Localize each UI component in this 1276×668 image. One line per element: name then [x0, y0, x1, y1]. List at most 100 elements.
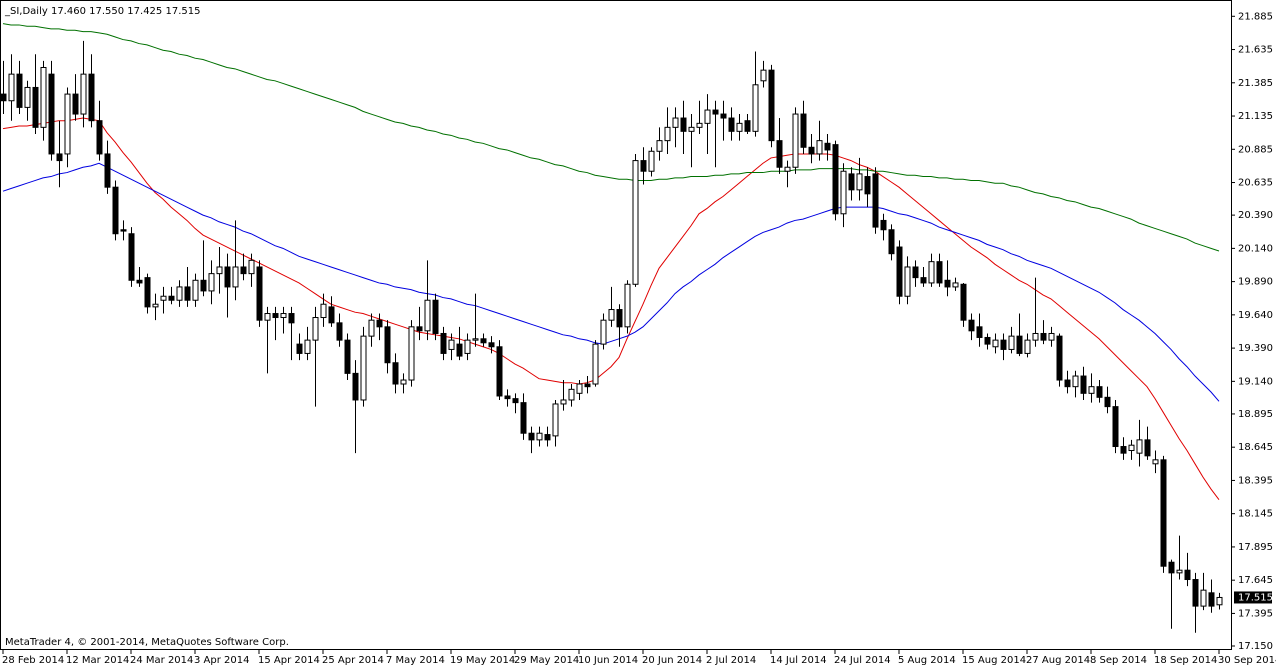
candle-body — [808, 146, 815, 155]
candle-body — [1088, 386, 1095, 394]
candle-body — [576, 383, 583, 394]
candle-body — [1160, 459, 1167, 567]
candle-body — [1024, 339, 1031, 354]
candle-body — [216, 266, 223, 275]
candle-body — [784, 166, 791, 172]
candle-body — [1016, 335, 1023, 354]
candle-body — [1032, 332, 1039, 341]
y-tick-label: 21.635 — [1238, 45, 1273, 56]
candle-body — [472, 338, 479, 341]
candle-body — [968, 319, 975, 332]
candle-body — [304, 339, 311, 354]
y-tick-label: 19.390 — [1238, 343, 1273, 354]
candle-body — [1192, 579, 1199, 607]
candle-body — [16, 73, 23, 108]
candle-body — [8, 73, 15, 102]
x-tick-label: 27 Aug 2014 — [1026, 655, 1090, 666]
candle-body — [752, 84, 759, 132]
candle-body — [272, 313, 279, 319]
candle-body — [800, 113, 807, 148]
candle-body — [632, 160, 639, 285]
candle-body — [144, 277, 151, 308]
candle-body — [456, 343, 463, 357]
candle-body — [40, 66, 47, 128]
candle-body — [1216, 596, 1223, 606]
x-tick-label: 7 May 2014 — [386, 655, 445, 666]
candle-body — [1168, 561, 1175, 574]
footer: MetaTrader 4, © 2001-2014, MetaQuotes So… — [5, 637, 289, 648]
candle-body — [864, 176, 871, 195]
y-tick-label: 19.140 — [1238, 376, 1273, 387]
candle-body — [712, 109, 719, 115]
candle-body — [680, 117, 687, 132]
candle-body — [848, 173, 855, 191]
candle-body — [584, 383, 591, 388]
y-tick-label: 20.140 — [1238, 243, 1273, 254]
chart-title: _SI,Daily 17.460 17.550 17.425 17.515 — [4, 6, 200, 17]
y-tick-label: 18.145 — [1238, 509, 1273, 520]
candle-body — [432, 299, 439, 334]
y-tick-label: 20.390 — [1238, 210, 1273, 221]
candle-body — [896, 246, 903, 297]
price-label-box — [1234, 591, 1272, 604]
candle-body — [936, 261, 943, 284]
candle-body — [408, 326, 415, 381]
x-tick-label: 18 Sep 2014 — [1154, 655, 1217, 666]
candle-body — [72, 93, 79, 115]
candle-body — [184, 286, 191, 301]
candle-body — [440, 332, 447, 354]
candle-body — [832, 144, 839, 215]
x-tick-label: 12 Mar 2014 — [66, 655, 129, 666]
candle-body — [1184, 569, 1191, 581]
candle-body — [1072, 375, 1079, 388]
candle-body — [496, 346, 503, 397]
candle-body — [536, 432, 543, 441]
candle-body — [872, 173, 879, 228]
candle-body — [504, 395, 511, 400]
candle-body — [960, 283, 967, 321]
candle-body — [416, 326, 423, 332]
candle-body — [112, 186, 119, 235]
candle-body — [544, 434, 551, 441]
x-tick-label: 24 Mar 2014 — [130, 655, 193, 666]
y-tick-label: 18.895 — [1238, 409, 1273, 420]
x-tick-label: 28 Feb 2014 — [2, 655, 64, 666]
ma-line — [2, 23, 1220, 252]
candle-body — [920, 277, 927, 284]
candle-body — [120, 229, 127, 232]
candle-body — [1136, 439, 1143, 454]
candle-body — [352, 372, 359, 401]
candle-body — [136, 279, 143, 284]
y-tick-label: 19.640 — [1238, 310, 1273, 321]
candle-body — [32, 86, 39, 128]
candle-body — [296, 343, 303, 354]
y-tick-label: 21.135 — [1238, 111, 1273, 122]
candle-body — [1000, 339, 1007, 350]
y-tick-label: 17.395 — [1238, 608, 1273, 619]
candle-body — [656, 140, 663, 152]
candle-body — [400, 379, 407, 385]
candle-body — [696, 122, 703, 128]
candle-body — [264, 313, 271, 321]
candle-body — [48, 73, 55, 155]
candle-body — [976, 326, 983, 338]
x-tick-label: 19 May 2014 — [450, 655, 515, 666]
candle-body — [816, 140, 823, 155]
candle-body — [0, 93, 7, 102]
x-tick-label: 24 Jul 2014 — [834, 655, 891, 666]
y-tick-label: 18.645 — [1238, 442, 1273, 453]
candle-body — [904, 266, 911, 297]
candle-body — [664, 126, 671, 142]
candle-body — [728, 117, 735, 132]
candle-body — [824, 142, 831, 151]
ma-line — [2, 117, 1220, 501]
candle-body — [104, 153, 111, 188]
candle-body — [376, 319, 383, 328]
candle-body — [392, 362, 399, 385]
candle-body — [992, 339, 999, 348]
candle-body — [192, 279, 199, 301]
candle-body — [512, 398, 519, 404]
candle-body — [1056, 335, 1063, 381]
